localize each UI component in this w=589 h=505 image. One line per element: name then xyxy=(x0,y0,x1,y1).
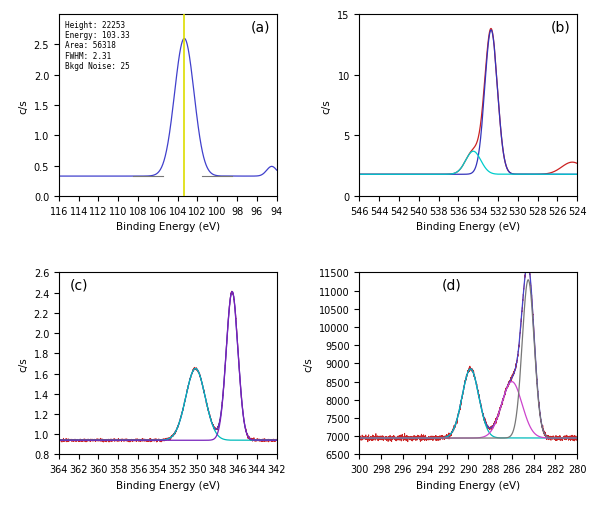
Text: (c): (c) xyxy=(70,278,88,292)
X-axis label: Binding Energy (eV): Binding Energy (eV) xyxy=(115,222,220,232)
Y-axis label: c/s: c/s xyxy=(303,357,313,371)
X-axis label: Binding Energy (eV): Binding Energy (eV) xyxy=(416,480,521,490)
Y-axis label: c/s: c/s xyxy=(322,98,332,113)
Y-axis label: c/s: c/s xyxy=(18,357,28,371)
Text: (d): (d) xyxy=(442,278,462,292)
Text: (b): (b) xyxy=(551,21,571,34)
Y-axis label: c/s: c/s xyxy=(18,98,28,113)
Text: Height: 22253
Energy: 103.33
Area: 56318
FWHM: 2.31
Bkgd Noise: 25: Height: 22253 Energy: 103.33 Area: 56318… xyxy=(65,21,130,71)
X-axis label: Binding Energy (eV): Binding Energy (eV) xyxy=(115,480,220,490)
X-axis label: Binding Energy (eV): Binding Energy (eV) xyxy=(416,222,521,232)
Text: (a): (a) xyxy=(251,21,270,34)
